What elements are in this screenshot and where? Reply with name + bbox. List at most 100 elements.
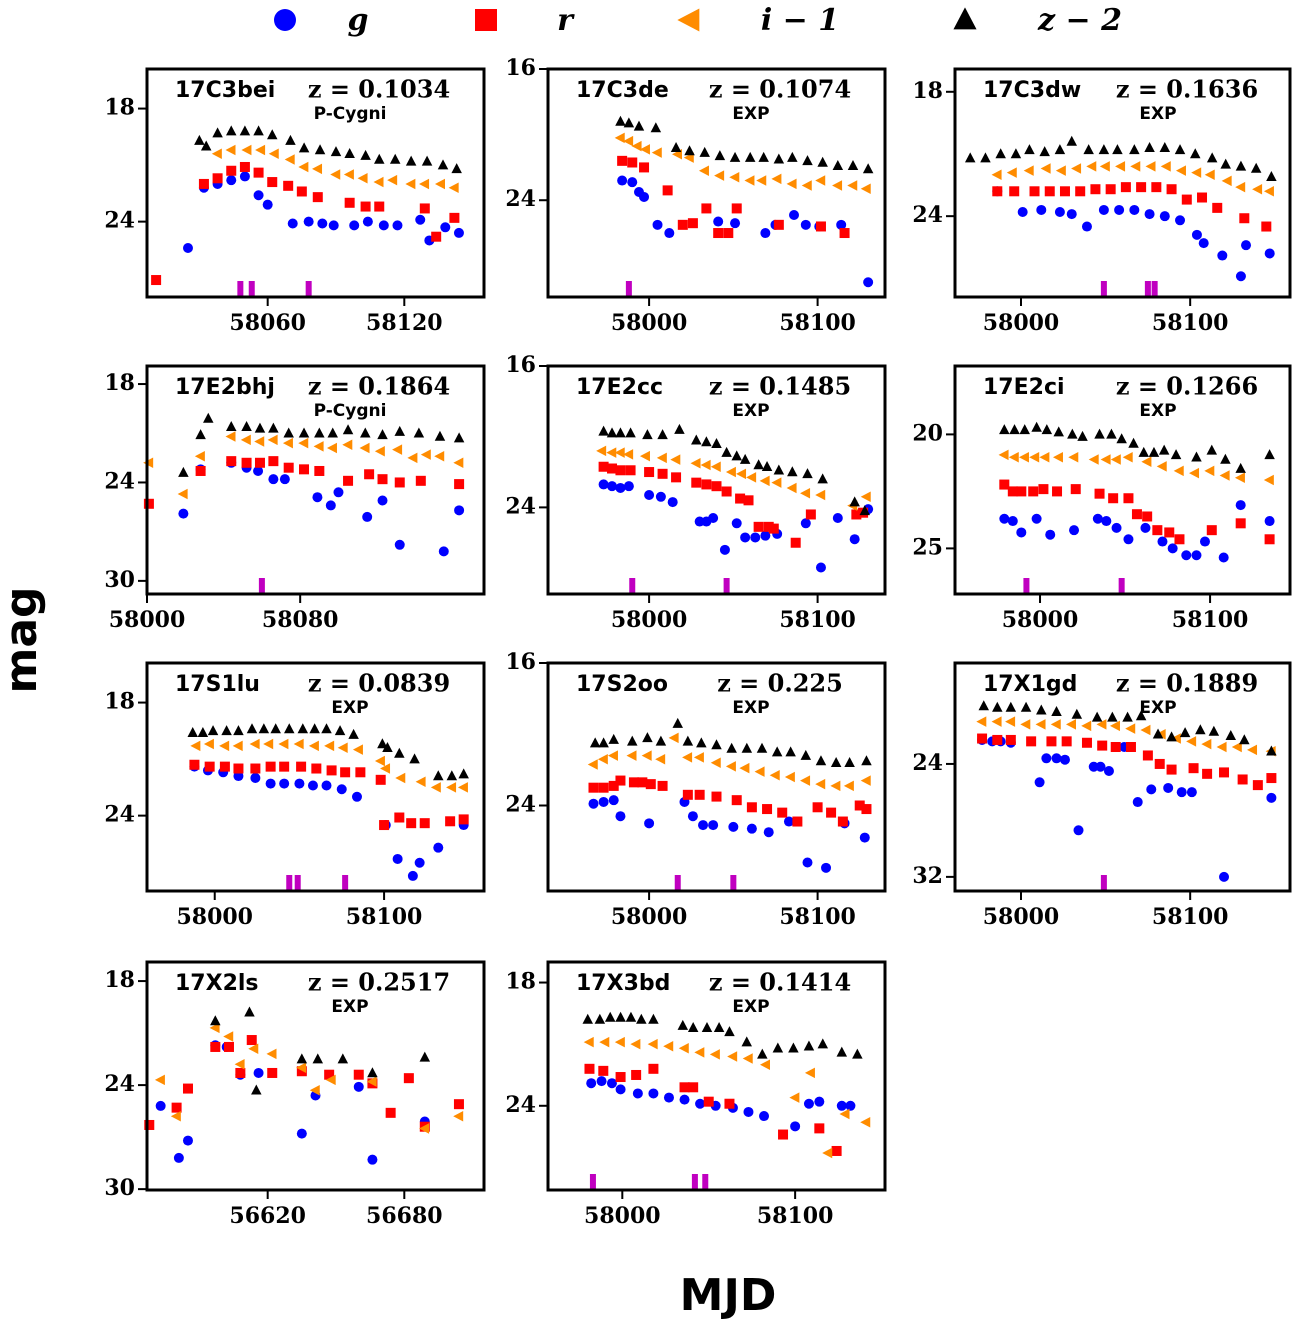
data-point: [296, 186, 307, 197]
data-point: [1055, 165, 1066, 176]
data-point: [1023, 165, 1034, 176]
data-point: [789, 209, 800, 220]
data-point: [1179, 727, 1191, 738]
data-point: [1202, 768, 1213, 779]
data-point: [207, 725, 219, 736]
y-tick-label: 16: [505, 352, 536, 378]
spectrum-epoch: [305, 281, 312, 297]
data-point: [309, 1085, 320, 1096]
data-point: [655, 753, 666, 765]
data-point: [999, 513, 1010, 524]
data-point: [976, 716, 987, 727]
data-point: [253, 465, 264, 476]
data-point: [1252, 183, 1263, 195]
data-point: [239, 125, 251, 136]
y-tick-label: 24: [912, 750, 943, 776]
data-point: [1096, 719, 1107, 730]
panel-redshift: z = 0.1889: [1116, 669, 1258, 698]
data-point: [1039, 451, 1050, 463]
data-point: [379, 820, 390, 831]
data-point: [1140, 724, 1151, 736]
spectrum-epoch: [237, 281, 244, 297]
data-point: [268, 456, 279, 467]
data-point: [760, 530, 771, 541]
data-point: [687, 1021, 699, 1032]
data-point: [1054, 207, 1065, 218]
data-point: [839, 1108, 850, 1120]
data-point: [713, 228, 724, 239]
data-point: [746, 472, 757, 483]
y-tick-label: 18: [104, 95, 135, 121]
data-point: [615, 775, 626, 786]
data-point: [226, 456, 237, 467]
data-point: [711, 791, 722, 802]
data-point: [845, 1100, 856, 1111]
data-point: [395, 772, 406, 784]
data-point: [1186, 787, 1197, 798]
data-point: [285, 134, 296, 145]
data-point: [615, 1072, 626, 1083]
data-point: [178, 466, 189, 477]
data-point: [667, 497, 678, 508]
data-point: [1250, 162, 1262, 173]
data-point: [312, 492, 323, 503]
data-point: [314, 427, 325, 438]
data-point: [756, 175, 767, 186]
data-point: [367, 1067, 378, 1078]
data-point: [340, 767, 351, 778]
data-point: [343, 475, 354, 486]
data-point: [800, 749, 812, 760]
data-point: [434, 430, 446, 441]
data-point: [615, 811, 626, 822]
data-point: [726, 742, 737, 753]
data-point: [862, 163, 874, 174]
data-point: [1170, 449, 1182, 460]
data-point: [1005, 734, 1016, 745]
data-point: [178, 508, 189, 519]
data-point: [860, 775, 871, 786]
data-point: [251, 1084, 262, 1095]
data-point: [154, 1074, 165, 1086]
data-point: [263, 738, 274, 750]
data-point: [449, 212, 460, 223]
data-point: [296, 761, 307, 772]
data-point: [694, 1047, 705, 1058]
data-point: [598, 425, 609, 436]
x-tick-label: 58100: [1152, 310, 1229, 336]
data-point: [1125, 723, 1136, 734]
spectrum-epoch: [1144, 281, 1151, 297]
data-point: [382, 742, 393, 753]
panel-title: 17X1gd: [983, 672, 1077, 697]
data-point: [1097, 740, 1108, 751]
data-point: [714, 150, 726, 161]
data-point: [446, 782, 457, 793]
data-point: [1051, 705, 1062, 716]
data-point: [1198, 238, 1209, 249]
y-tick-label: 24: [505, 186, 536, 212]
data-point: [801, 180, 812, 191]
x-tick-label: 58100: [779, 310, 856, 336]
legend-marker: [475, 9, 497, 31]
data-point: [859, 505, 871, 516]
data-point: [670, 141, 682, 152]
data-point: [210, 1041, 221, 1052]
data-point: [1189, 467, 1200, 479]
data-point: [239, 171, 250, 182]
data-point: [419, 1051, 431, 1062]
data-point: [394, 539, 405, 550]
data-point: [596, 1076, 607, 1087]
data-point: [194, 450, 205, 462]
data-point: [1174, 534, 1185, 545]
data-point: [645, 779, 656, 790]
panel-redshift: z = 0.1864: [308, 372, 450, 401]
data-point: [241, 420, 252, 431]
data-point: [639, 450, 650, 462]
data-point: [805, 509, 816, 520]
data-point: [1066, 209, 1077, 220]
data-point: [588, 798, 599, 809]
data-point: [433, 770, 444, 781]
data-point: [615, 427, 626, 438]
data-point: [352, 744, 363, 755]
legend-label: r: [557, 3, 575, 38]
data-point: [758, 151, 769, 162]
